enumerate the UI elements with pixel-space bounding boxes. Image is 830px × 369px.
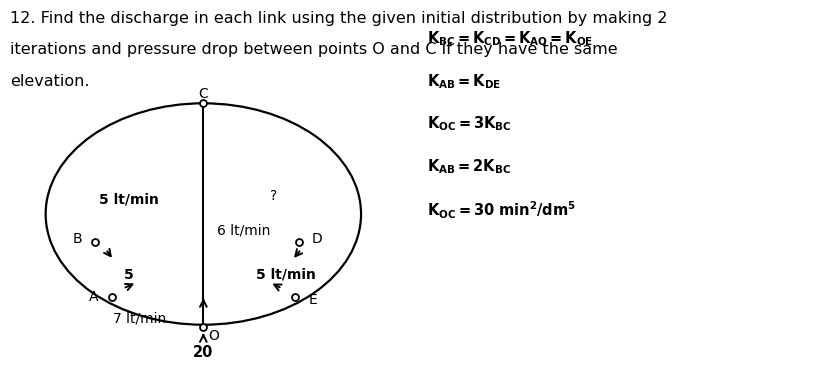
Text: 6 lt/min: 6 lt/min (217, 224, 271, 238)
Text: $\mathbf{K}_{\mathbf{AB}}$$\mathbf{=2K}_{\mathbf{BC}}$: $\mathbf{K}_{\mathbf{AB}}$$\mathbf{=2K}_… (427, 157, 511, 176)
Text: D: D (312, 232, 322, 246)
Text: ?: ? (271, 189, 277, 203)
Text: $\mathbf{K}_{\mathbf{AB}}$$\mathbf{=}$$\mathbf{K}_{\mathbf{DE}}$: $\mathbf{K}_{\mathbf{AB}}$$\mathbf{=}$$\… (427, 72, 501, 91)
Text: E: E (309, 293, 317, 307)
Text: A: A (89, 290, 99, 304)
Text: 12. Find the discharge in each link using the given initial distribution by maki: 12. Find the discharge in each link usin… (10, 11, 667, 26)
Text: $\mathbf{K}_{\mathbf{OC}}$$\mathbf{=3K}_{\mathbf{BC}}$: $\mathbf{K}_{\mathbf{OC}}$$\mathbf{=3K}_… (427, 114, 512, 133)
Text: O: O (208, 329, 219, 343)
Text: $\mathbf{K}_{\mathbf{OC}}$$\mathbf{=30\ min^2/dm^5}$: $\mathbf{K}_{\mathbf{OC}}$$\mathbf{=30\ … (427, 199, 577, 221)
Text: $\mathbf{K}_{\mathbf{BC}}$$\mathbf{=}$$\mathbf{K}_{\mathbf{CD}}$$\mathbf{=}$$\ma: $\mathbf{K}_{\mathbf{BC}}$$\mathbf{=}$$\… (427, 30, 593, 48)
Text: 5 lt/min: 5 lt/min (99, 192, 159, 206)
Text: 5 lt/min: 5 lt/min (256, 268, 316, 282)
Text: C: C (198, 87, 208, 101)
Text: iterations and pressure drop between points O and C if they have the same: iterations and pressure drop between poi… (10, 42, 618, 58)
Text: elevation.: elevation. (10, 74, 90, 89)
Text: B: B (72, 232, 82, 246)
Text: 5: 5 (124, 268, 134, 282)
Text: 7 lt/min: 7 lt/min (113, 311, 166, 325)
Text: 20: 20 (193, 345, 213, 360)
